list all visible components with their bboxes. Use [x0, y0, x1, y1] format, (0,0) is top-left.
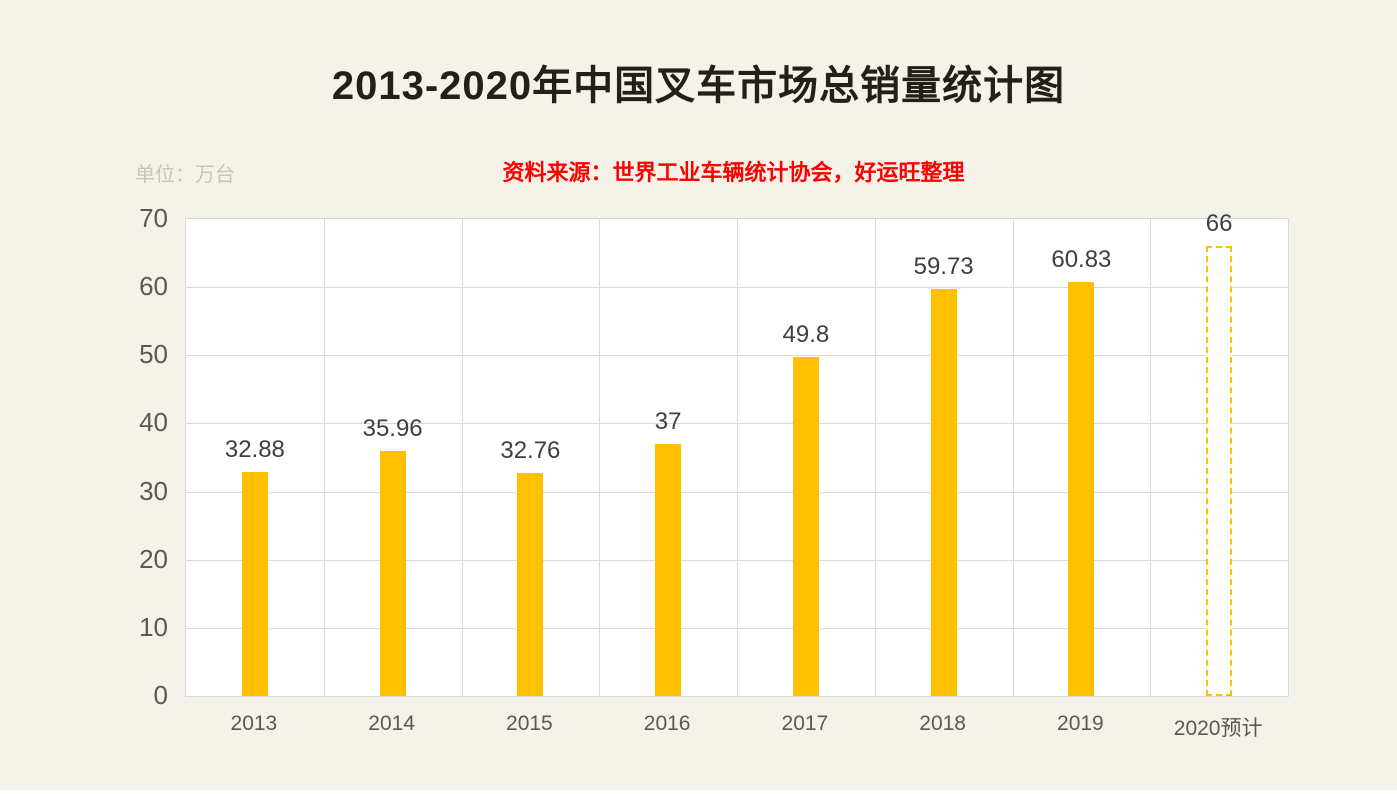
value-label-2014: 35.96 [362, 414, 423, 442]
bar-column-2015: 32.76 [462, 219, 600, 696]
y-tick-label: 30 [139, 475, 168, 506]
bar-column-2019: 60.83 [1013, 219, 1151, 696]
y-tick-label: 10 [139, 611, 168, 642]
x-axis: 2013 2014 2015 2016 2017 2018 2019 2020预计 [185, 712, 1287, 742]
bottom-strip [0, 790, 1397, 794]
gridline-vertical [874, 219, 876, 696]
gridline-vertical [737, 219, 738, 696]
bar-column-2018: 59.73 [875, 219, 1013, 696]
gridline-vertical [1012, 219, 1014, 696]
source-note: 资料来源：世界工业车辆统计协会，好运旺整理 [502, 160, 965, 185]
bar-2017 [792, 356, 819, 696]
x-tick-label-2015: 2015 [506, 712, 553, 735]
gridline-vertical [461, 219, 463, 696]
bar-column-2017: 49.8 [737, 219, 875, 696]
bar-2013 [241, 471, 268, 696]
x-tick-label-2017: 2017 [781, 712, 829, 735]
gridline-vertical [1150, 219, 1152, 696]
x-tick-label-2016: 2016 [643, 712, 691, 735]
forecast-bar-2020预计 [1206, 246, 1233, 696]
value-label-2017: 49.8 [782, 320, 830, 348]
plot-area: 32.88 35.96 32.76 37 49.8 59.73 60.83 66 [185, 210, 1289, 697]
x-tick-label-2013: 2013 [230, 712, 278, 735]
y-tick-label: 20 [139, 543, 168, 574]
value-label-2020预计: 66 [1205, 210, 1233, 238]
chart-title: 2013-2020年中国叉车市场总销量统计图 [331, 64, 1066, 108]
y-tick-label: 70 [139, 203, 168, 233]
y-tick-label: 40 [139, 407, 168, 438]
bar-column-2020预计: 66 [1150, 210, 1288, 696]
unit-label: 单位：万台 [135, 164, 235, 186]
value-label-2016: 37 [654, 407, 682, 435]
bar-columns: 32.88 35.96 32.76 37 49.8 59.73 60.83 66 [186, 210, 1288, 696]
y-tick-label: 0 [153, 680, 168, 710]
y-tick-label: 60 [139, 271, 168, 302]
bar-2019 [1068, 281, 1095, 696]
value-label-2018: 59.73 [913, 252, 974, 280]
gridline-vertical [599, 219, 601, 696]
value-label-2019: 60.83 [1051, 245, 1112, 273]
bar-column-2014: 35.96 [324, 219, 462, 696]
x-tick-label-2014: 2014 [368, 712, 415, 735]
bar-2018 [930, 288, 957, 696]
bar-2015 [517, 472, 544, 696]
x-tick-label-2018: 2018 [919, 712, 966, 735]
y-tick-label: 50 [139, 339, 168, 370]
gridline-vertical [323, 219, 325, 696]
x-tick-label-2019: 2019 [1057, 712, 1104, 735]
bar-column-2013: 32.88 [186, 219, 324, 696]
value-label-2015: 32.76 [500, 436, 561, 464]
bar-column-2016: 37 [599, 219, 737, 696]
value-label-2013: 32.88 [224, 435, 285, 463]
x-tick-label-2020预计: 2020预计 [1173, 717, 1263, 740]
bar-2016 [655, 443, 682, 696]
bar-2014 [379, 450, 406, 696]
